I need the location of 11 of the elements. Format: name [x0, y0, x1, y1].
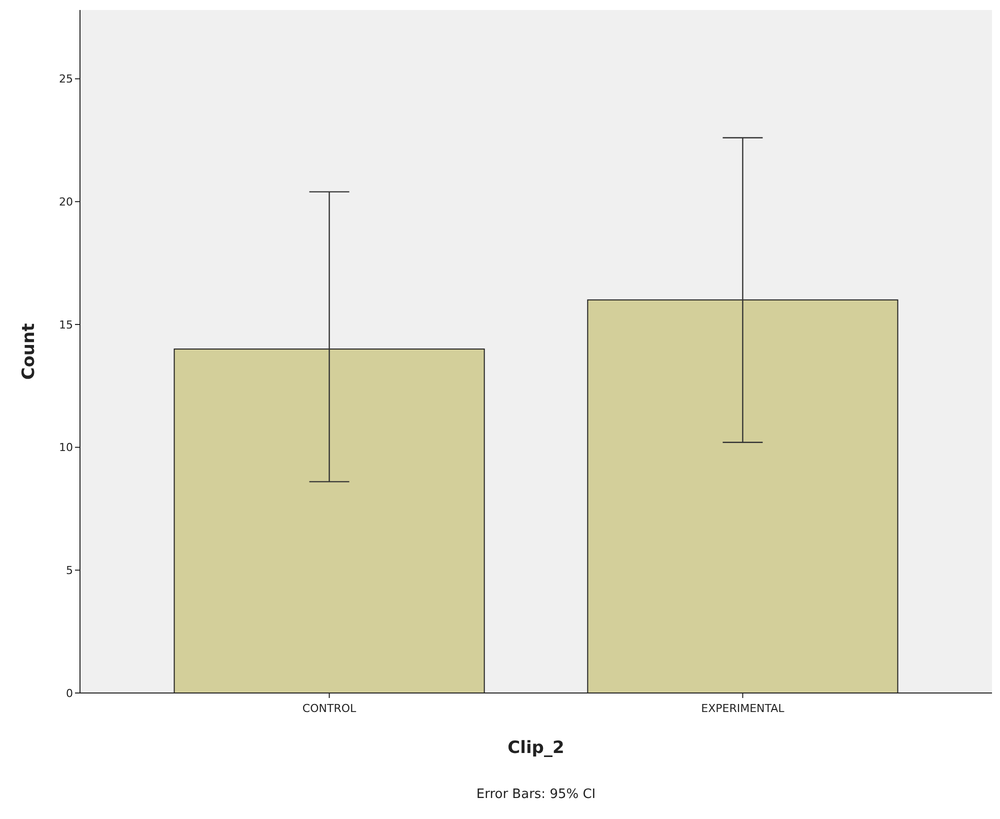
y-tick-label: 25	[59, 72, 73, 86]
y-tick-label: 15	[59, 318, 73, 332]
x-tick-label: EXPERIMENTAL	[701, 702, 786, 715]
x-axis-title: Clip_2	[508, 738, 564, 758]
y-tick-label: 5	[66, 564, 73, 578]
x-tick-label: CONTROL	[302, 702, 358, 715]
y-tick-label: 10	[59, 441, 73, 454]
y-axis-title: Count	[19, 323, 39, 380]
text: Error Bars: 95% CI	[476, 787, 596, 802]
y-tick-label: 0	[66, 686, 73, 700]
y-tick-label: 20	[59, 195, 73, 208]
